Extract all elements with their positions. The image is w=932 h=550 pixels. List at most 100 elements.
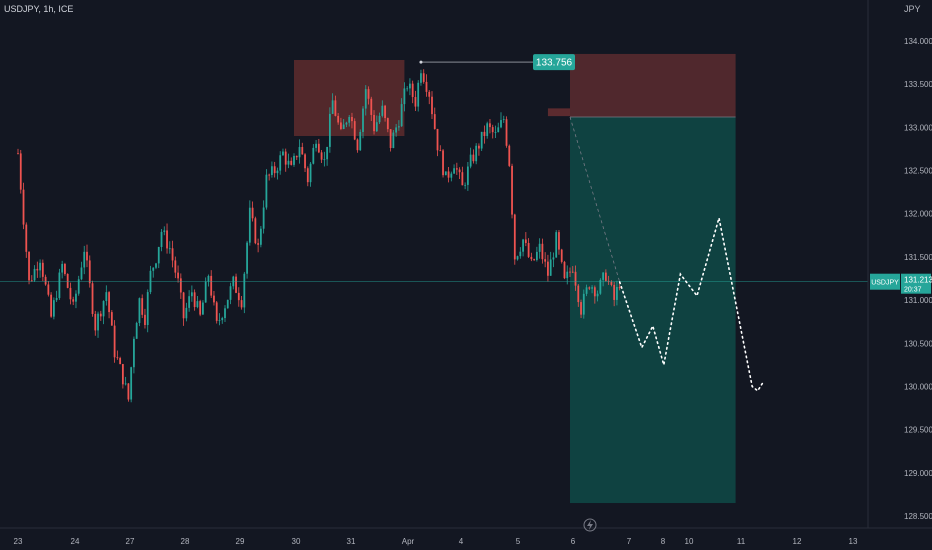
- candle: [541, 238, 544, 264]
- candle-body: [593, 287, 596, 297]
- y-tick-label: 129.500: [904, 426, 932, 435]
- candle-body: [39, 262, 41, 271]
- candle-body: [566, 271, 569, 279]
- candle: [489, 118, 491, 134]
- candle-body: [243, 273, 246, 308]
- candle-body: [428, 91, 431, 97]
- candle-body: [166, 230, 168, 249]
- candle: [61, 260, 64, 279]
- candle-body: [588, 287, 591, 289]
- candle-body: [511, 165, 513, 215]
- y-tick-label: 128.500: [904, 512, 932, 521]
- candle-body: [364, 89, 367, 109]
- lightning-icon[interactable]: [583, 518, 597, 532]
- candle: [577, 284, 580, 307]
- candle-body: [218, 320, 221, 321]
- candle: [218, 313, 221, 326]
- candle: [127, 383, 130, 402]
- candle-body: [397, 126, 400, 128]
- candle: [248, 200, 251, 246]
- candle: [166, 223, 168, 254]
- candle-body: [55, 297, 58, 301]
- candle: [213, 290, 215, 306]
- candle: [384, 104, 386, 122]
- candle-body: [36, 268, 39, 271]
- candle-body: [77, 279, 80, 294]
- candle-body: [596, 293, 599, 297]
- candle: [69, 282, 72, 305]
- candle-body: [64, 263, 66, 274]
- candle-body: [113, 325, 116, 358]
- candle-body: [458, 169, 461, 173]
- candle-body: [108, 292, 110, 313]
- candle-body: [433, 114, 436, 129]
- candle-body: [403, 88, 406, 105]
- candle-body: [351, 116, 353, 122]
- x-tick-label: 30: [292, 537, 301, 546]
- candle: [364, 85, 367, 116]
- candle-body: [442, 150, 444, 176]
- candle: [439, 145, 442, 152]
- candle-body: [290, 160, 293, 165]
- candle-body: [478, 145, 480, 149]
- candle: [157, 246, 160, 269]
- candle: [580, 299, 582, 318]
- candle-body: [549, 259, 552, 276]
- candle-body: [160, 231, 163, 248]
- candle-body: [574, 271, 577, 286]
- candle-body: [469, 154, 472, 167]
- candle-body: [328, 113, 331, 147]
- candle: [375, 115, 378, 132]
- candle-body: [75, 293, 77, 302]
- candle-body: [19, 153, 22, 190]
- candle: [478, 143, 480, 156]
- symbol-header[interactable]: USDJPY, 1h, ICE: [4, 4, 74, 14]
- candle-body: [163, 230, 166, 232]
- candle-body: [384, 105, 386, 119]
- candle-body: [282, 151, 284, 156]
- candle-body: [362, 108, 364, 132]
- candle: [66, 273, 69, 289]
- candle-body: [447, 171, 450, 178]
- candle: [144, 308, 146, 329]
- candle: [273, 161, 276, 178]
- candle-body: [306, 168, 309, 183]
- candle: [505, 116, 508, 148]
- candle: [359, 129, 362, 151]
- candle-body: [213, 295, 215, 303]
- candle: [30, 275, 33, 282]
- candle: [356, 138, 359, 153]
- candle: [135, 321, 138, 339]
- candle: [257, 238, 260, 253]
- candle-body: [392, 132, 395, 148]
- candle-body: [133, 338, 135, 368]
- x-tick-label: 8: [661, 537, 666, 546]
- candle-body: [395, 127, 398, 133]
- candle: [174, 256, 177, 279]
- candle-body: [602, 272, 605, 280]
- candle-body: [616, 286, 618, 300]
- candle: [400, 98, 403, 127]
- candle: [86, 244, 88, 268]
- candle: [202, 300, 204, 315]
- candle: [105, 285, 108, 306]
- candle: [72, 296, 75, 306]
- candle-body: [331, 100, 334, 114]
- candle: [414, 90, 417, 112]
- candle: [475, 143, 478, 165]
- candle-body: [560, 249, 563, 262]
- candle: [466, 161, 469, 191]
- candle: [571, 266, 574, 274]
- candle-body: [571, 271, 574, 273]
- price-badge: [901, 273, 931, 294]
- candle: [472, 149, 475, 164]
- candle-body: [494, 132, 497, 133]
- candle-body: [99, 313, 102, 317]
- candle: [334, 95, 337, 117]
- candle-body: [535, 251, 538, 261]
- projection-path: [618, 217, 765, 392]
- candle-body: [102, 301, 105, 317]
- candle-body: [315, 143, 317, 148]
